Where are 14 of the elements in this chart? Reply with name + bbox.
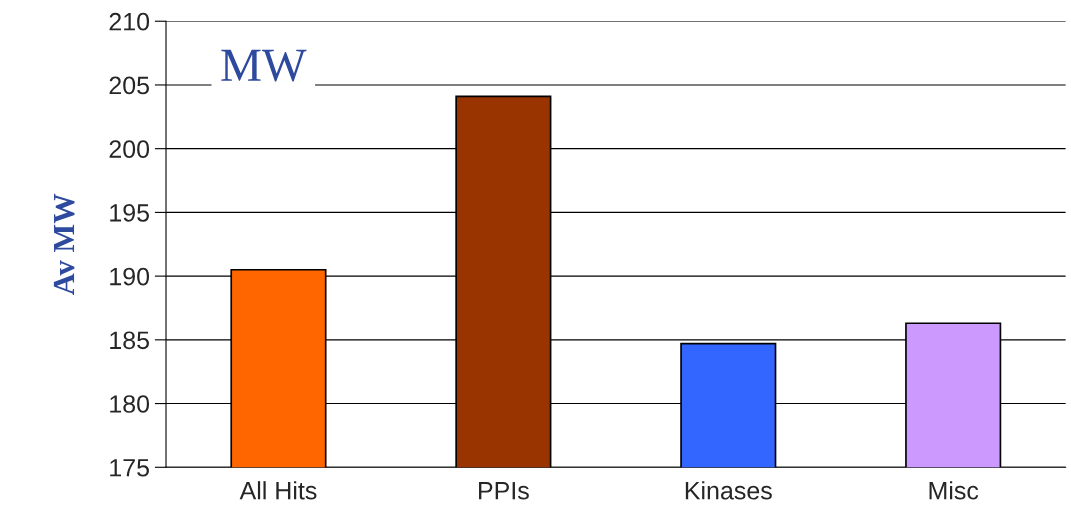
y-tick-label: 205 bbox=[109, 76, 149, 95]
y-tick-label: 195 bbox=[110, 204, 149, 222]
x-tick-label: Kinases bbox=[685, 481, 772, 500]
y-tick-label: 210 bbox=[109, 12, 150, 31]
x-tick-label: PPIs bbox=[479, 482, 529, 500]
y-tick-label: 180 bbox=[110, 395, 150, 413]
x-tick-label: All Hits bbox=[239, 481, 317, 500]
y-axis-title: Av MW bbox=[53, 193, 75, 296]
y-tick-label: 200 bbox=[109, 140, 150, 158]
y-tick-label: 175 bbox=[110, 459, 149, 477]
y-tick-label: 185 bbox=[110, 331, 149, 350]
x-tick-label: Misc bbox=[929, 481, 979, 500]
y-tick-label: 190 bbox=[110, 267, 150, 286]
chart-title: MW bbox=[221, 49, 307, 82]
